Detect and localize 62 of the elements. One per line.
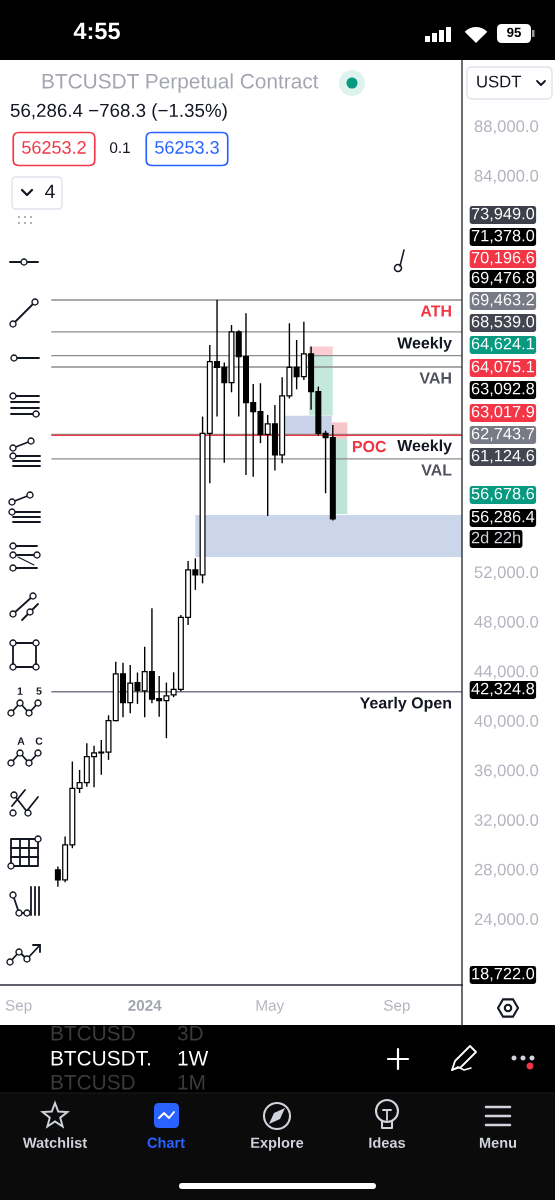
text: 73,949.0	[471, 207, 535, 222]
ref-line-label: Weekly	[397, 336, 452, 352]
ref-line-label: Weekly	[397, 439, 452, 455]
text: 69,476.8	[471, 271, 535, 286]
text: 3D	[177, 1025, 203, 1041]
y-tick-label: 36,000.0	[474, 764, 539, 779]
text: 18,722.0	[472, 967, 535, 982]
text: 68,539.0	[471, 315, 535, 330]
annotation: A	[17, 737, 25, 745]
ref-line-label: VAL	[421, 464, 452, 476]
text: BTCUSD	[51, 1025, 135, 1041]
y-tick-label: 52,000.0	[474, 566, 539, 581]
text: 71,378.0	[471, 229, 535, 244]
ref-line-label: Yearly Open	[359, 696, 452, 712]
text: 69,463.2	[471, 293, 534, 308]
text: 62,743.7	[471, 427, 534, 442]
text: 64,624.1	[471, 337, 534, 352]
y-tick-label: 40,000.0	[474, 715, 539, 729]
text: Chart	[147, 1137, 185, 1148]
ref-line-label: ATH	[420, 305, 451, 317]
y-tick-label: 28,000.0	[474, 863, 539, 878]
text: 4:55	[73, 22, 120, 40]
annotation: 1	[17, 687, 23, 695]
annotation: C	[35, 737, 43, 745]
ref-line-label: POC	[352, 440, 387, 453]
annotation: 4	[45, 184, 55, 199]
y-tick-label: 44,000.0	[474, 665, 539, 680]
y-tick-label: 84,000.0	[474, 169, 539, 184]
text: 56,286.4 −768.3 (−1.35%)	[10, 103, 227, 121]
y-tick-label: 24,000.0	[474, 913, 539, 928]
y-tick-label: 88,000.0	[474, 120, 539, 135]
text: 63,017.9	[471, 405, 535, 420]
text: 56,286.4	[471, 510, 535, 525]
text: Explore	[251, 1137, 304, 1151]
text: BTCUSDT Perpetual Contract	[42, 73, 319, 93]
text: 1W	[178, 1051, 209, 1066]
text: 61,124.6	[471, 449, 535, 464]
text: Menu	[479, 1137, 517, 1148]
y-tick-label: 48,000.0	[474, 615, 539, 630]
ref-line-label: VAH	[419, 372, 451, 384]
text: USDT	[477, 75, 521, 88]
y-tick-label: 32,000.0	[474, 814, 539, 828]
text: Watchlist	[22, 1137, 87, 1148]
text: 63,092.8	[471, 382, 535, 397]
x-tick-label: May	[256, 1000, 285, 1014]
annotation: 0.1	[109, 142, 130, 154]
x-tick-label: 2024	[128, 999, 162, 1011]
annotation: 56253.2	[22, 141, 86, 154]
annotation: 5	[36, 687, 42, 695]
text: BTCUSD	[51, 1074, 135, 1090]
text: 95	[507, 27, 521, 38]
x-tick-label: Sep	[5, 999, 32, 1014]
text: Ideas	[369, 1137, 406, 1148]
text: 70,196.6	[471, 251, 535, 266]
text: 1M	[178, 1075, 205, 1090]
text: BTCUSDT.	[51, 1050, 150, 1066]
text: 42,324.8	[471, 682, 535, 697]
text: 2d 22h	[471, 531, 521, 544]
annotation: 56253.3	[155, 141, 219, 154]
text: 56,678.6	[471, 487, 535, 502]
x-tick-label: Sep	[383, 999, 410, 1014]
text: 64,075.1	[471, 360, 534, 375]
